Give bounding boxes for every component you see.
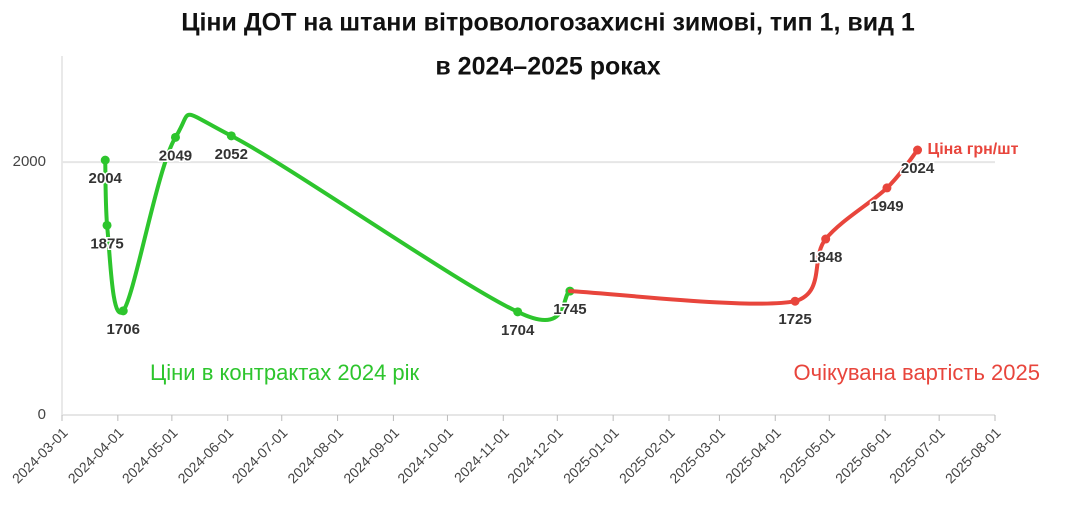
annotation: Очікувана вартість 2025 — [794, 360, 1041, 385]
annotation: Ціни в контрактах 2024 рік — [150, 360, 420, 385]
data-label: 2049 — [159, 147, 192, 164]
data-label: 1848 — [809, 249, 842, 266]
x-tick-label: 2024-09-01 — [340, 424, 402, 486]
point — [226, 131, 236, 141]
x-tick-label: 2024-12-01 — [504, 424, 566, 486]
point — [790, 296, 800, 306]
y-tick-label: 0 — [38, 406, 46, 423]
x-tick-label: 2024-06-01 — [174, 424, 236, 486]
data-label: 2024 — [901, 160, 935, 177]
point — [513, 307, 523, 317]
x-tick-label: 2025-08-01 — [942, 424, 1004, 486]
point — [170, 132, 180, 142]
x-tick-label: 2025-01-01 — [560, 424, 622, 486]
data-label: 2004 — [89, 170, 123, 187]
data-label: 1706 — [107, 321, 140, 338]
point — [821, 234, 831, 244]
chart-title: Ціни ДОТ на штани вітровологозахисні зим… — [181, 9, 915, 37]
x-tick-label: 2024-07-01 — [229, 424, 291, 486]
data-label: 1875 — [90, 235, 123, 252]
x-tick-label: 2025-06-01 — [832, 424, 894, 486]
chart-title: в 2024–2025 роках — [435, 53, 660, 81]
x-tick-label: 2024-08-01 — [284, 424, 346, 486]
x-tick-label: 2024-05-01 — [119, 424, 181, 486]
x-tick-label: 2024-11-01 — [451, 424, 512, 485]
x-tick-label: 2024-04-01 — [65, 424, 127, 486]
data-label: 2052 — [215, 146, 248, 163]
x-tick-label: 2025-04-01 — [722, 424, 784, 486]
x-tick-label: 2024-03-01 — [9, 424, 71, 486]
point — [118, 306, 128, 316]
point — [882, 183, 892, 193]
point — [100, 155, 110, 165]
data-label: 1745 — [553, 301, 586, 318]
x-tick-label: 2025-07-01 — [886, 424, 948, 486]
data-label: 1704 — [501, 322, 535, 339]
data-label: 1725 — [778, 311, 811, 328]
line — [103, 112, 572, 322]
point — [102, 220, 112, 230]
point — [913, 145, 923, 155]
y-tick-label: 2000 — [13, 153, 46, 170]
data-label: 1949 — [870, 198, 903, 215]
x-tick-label: 2024-10-01 — [394, 424, 456, 486]
x-tick-label: 2025-05-01 — [776, 424, 838, 486]
series-label: Ціна грн/шт — [928, 141, 1019, 158]
line — [567, 148, 920, 306]
